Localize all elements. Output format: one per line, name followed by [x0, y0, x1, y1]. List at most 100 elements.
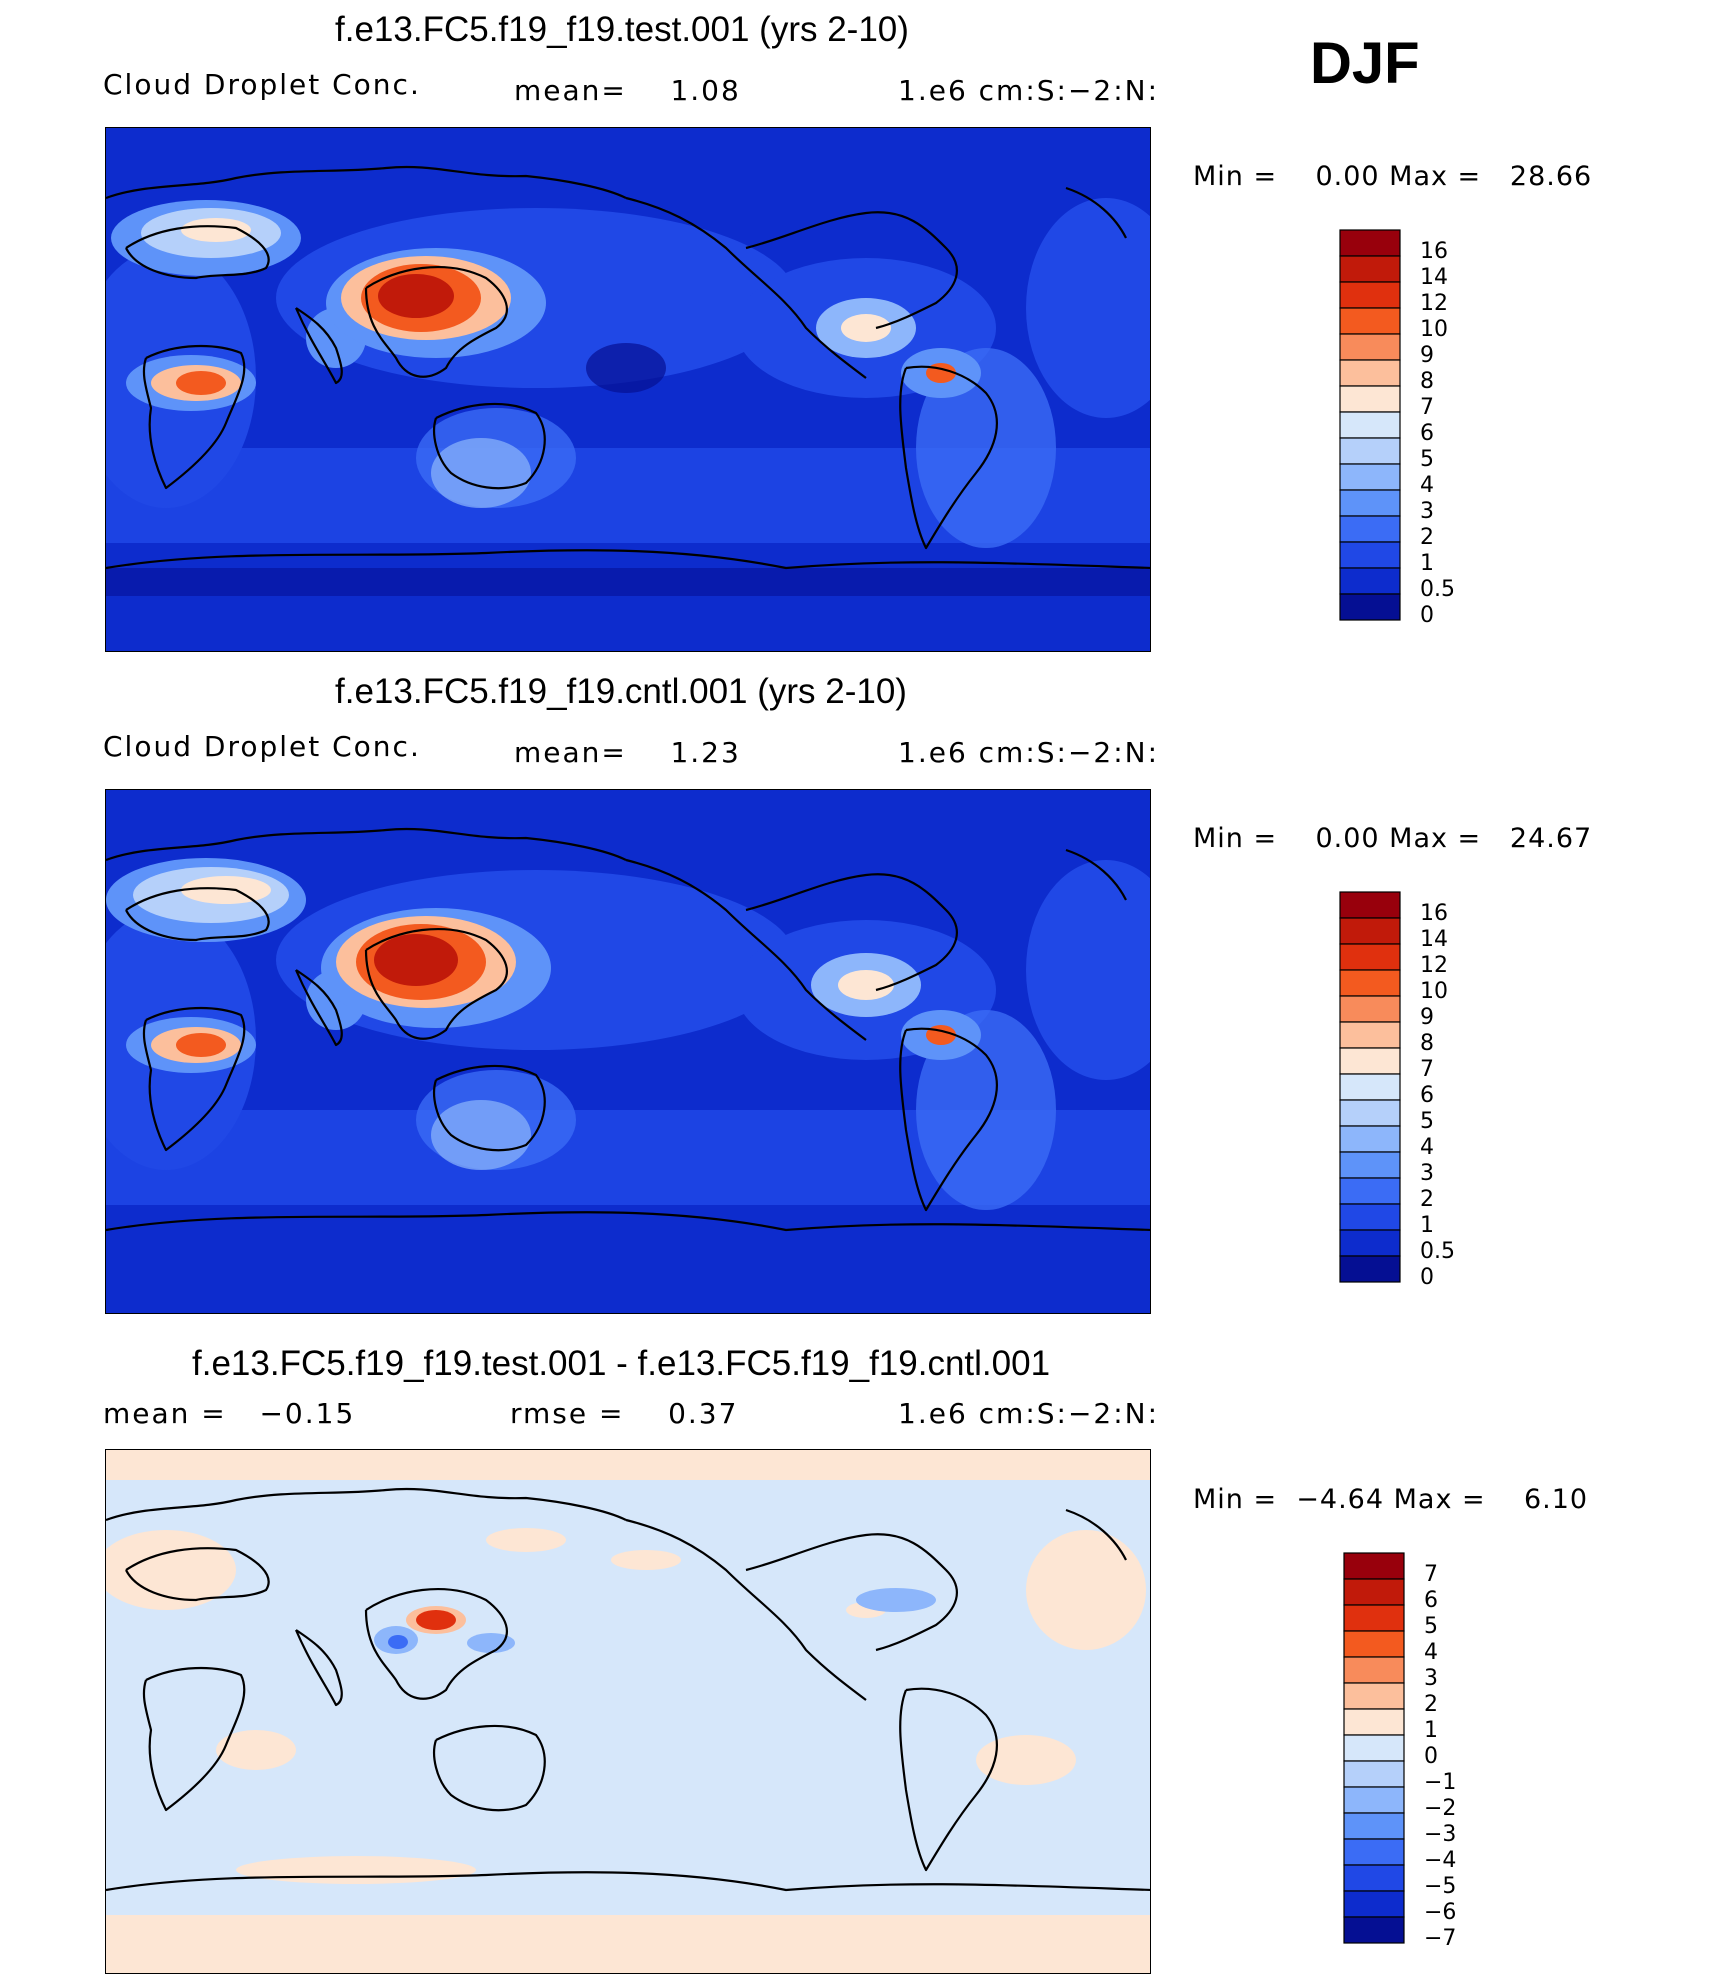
colorbar-tick-label: 6 [1424, 1588, 1438, 1613]
panel-1-title: f.e13.FC5.f19_f19.test.001 (yrs 2-10) [335, 10, 909, 49]
colorbar-tick-label: −6 [1424, 1900, 1456, 1925]
colorbar-tick-label: −5 [1424, 1874, 1456, 1899]
panel-1-colorbar: 16 14 12 10 9 8 7 6 5 4 3 2 1 0.5 0 [1339, 229, 1640, 650]
colorbar-swatch [1343, 1578, 1405, 1606]
panel-3-mean-label: mean = −0.15 [103, 1397, 356, 1430]
colorbar-tick-label: 7 [1420, 395, 1434, 420]
colorbar-tick-label: 4 [1420, 1135, 1434, 1160]
season-label: DJF [1310, 31, 1420, 96]
colorbar-tick-label: 0.5 [1420, 577, 1455, 602]
colorbar-swatch [1339, 567, 1401, 595]
panel-2-variable-label: Cloud Droplet Conc. [103, 730, 421, 763]
colorbar-tick-label: 2 [1420, 1187, 1434, 1212]
colorbar-swatch [1339, 229, 1401, 257]
panel-1-map [105, 127, 1151, 652]
colorbar-swatch [1339, 489, 1401, 517]
colorbar-swatch [1339, 541, 1401, 569]
colorbar-tick-label: 5 [1424, 1614, 1438, 1639]
panel-1-variable-label: Cloud Droplet Conc. [103, 68, 421, 101]
colorbar-tick-label: 10 [1420, 317, 1448, 342]
panel-1-mean-label: mean= 1.08 [514, 74, 741, 107]
panel-2-title: f.e13.FC5.f19_f19.cntl.001 (yrs 2-10) [335, 672, 907, 711]
panel-2-units-label: 1.e6 cm:S:−2:N: [898, 736, 1160, 769]
colorbar-swatch [1343, 1734, 1405, 1762]
panel-3-colorbar: 7 6 5 4 3 2 1 0 −1 −2 −3 −4 −5 −6 −7 [1343, 1552, 1644, 1973]
colorbar-tick-label: 4 [1420, 473, 1434, 498]
colorbar-tick-label: −4 [1424, 1848, 1456, 1873]
panel-3-rmse-label: rmse = 0.37 [510, 1397, 739, 1430]
colorbar-swatch [1339, 969, 1401, 997]
colorbar-tick-label: 7 [1420, 1057, 1434, 1082]
colorbar-swatch [1343, 1838, 1405, 1866]
panel-1-units-label: 1.e6 cm:S:−2:N: [898, 74, 1160, 107]
panel-3-map [105, 1449, 1151, 1974]
colorbar-swatch [1339, 917, 1401, 945]
colorbar-tick-label: 0 [1424, 1744, 1438, 1769]
colorbar-swatch [1343, 1630, 1405, 1658]
colorbar-swatch [1339, 333, 1401, 361]
colorbar-swatch [1339, 1125, 1401, 1153]
colorbar-tick-label: 2 [1424, 1692, 1438, 1717]
colorbar-swatch [1339, 1229, 1401, 1257]
colorbar-swatch [1339, 307, 1401, 335]
colorbar-tick-label: −2 [1424, 1796, 1456, 1821]
colorbar-swatch [1343, 1864, 1405, 1892]
colorbar-tick-label: 6 [1420, 421, 1434, 446]
colorbar-swatch [1339, 255, 1401, 283]
colorbar-swatch [1339, 1255, 1401, 1283]
colorbar-tick-label: 9 [1420, 343, 1434, 368]
colorbar-tick-label: 3 [1420, 499, 1434, 524]
colorbar-tick-label: 2 [1420, 525, 1434, 550]
colorbar-tick-label: 1 [1420, 551, 1434, 576]
panel-3-minmax: Min = −4.64 Max = 6.10 [1193, 1484, 1589, 1515]
colorbar-swatch [1339, 463, 1401, 491]
colorbar-swatch [1343, 1890, 1405, 1918]
colorbar-tick-label: 5 [1420, 1109, 1434, 1134]
colorbar-swatch [1343, 1552, 1405, 1580]
colorbar-tick-label: −7 [1424, 1926, 1456, 1951]
colorbar-swatch [1339, 995, 1401, 1023]
colorbar-tick-label: −3 [1424, 1822, 1456, 1847]
colorbar-swatch [1339, 281, 1401, 309]
colorbar-tick-label: 0 [1420, 1265, 1434, 1290]
colorbar-tick-label: 1 [1420, 1213, 1434, 1238]
colorbar-swatch [1339, 1021, 1401, 1049]
colorbar-tick-label: 8 [1420, 369, 1434, 394]
colorbar-tick-label: 16 [1420, 239, 1448, 264]
colorbar-tick-label: 1 [1424, 1718, 1438, 1743]
colorbar-tick-label: 3 [1424, 1666, 1438, 1691]
colorbar-tick-label: 14 [1420, 265, 1448, 290]
colorbar-tick-label: 7 [1424, 1562, 1438, 1587]
colorbar-swatch [1339, 593, 1401, 621]
colorbar-tick-label: 3 [1420, 1161, 1434, 1186]
colorbar-swatch [1339, 1073, 1401, 1101]
panel-1-minmax: Min = 0.00 Max = 28.66 [1193, 161, 1593, 192]
colorbar-tick-label: 0.5 [1420, 1239, 1455, 1264]
colorbar-tick-label: 8 [1420, 1031, 1434, 1056]
colorbar-tick-label: 0 [1420, 603, 1434, 628]
colorbar-tick-label: −1 [1424, 1770, 1456, 1795]
colorbar-tick-label: 14 [1420, 927, 1448, 952]
panel-3-units-label: 1.e6 cm:S:−2:N: [898, 1397, 1160, 1430]
colorbar-tick-label: 12 [1420, 953, 1448, 978]
colorbar-swatch [1339, 1177, 1401, 1205]
panel-3-title: f.e13.FC5.f19_f19.test.001 - f.e13.FC5.f… [192, 1344, 1051, 1383]
colorbar-swatch [1343, 1812, 1405, 1840]
colorbar-tick-label: 9 [1420, 1005, 1434, 1030]
colorbar-swatch [1339, 437, 1401, 465]
colorbar-swatch [1339, 1151, 1401, 1179]
colorbar-tick-label: 10 [1420, 979, 1448, 1004]
panel-2-minmax: Min = 0.00 Max = 24.67 [1193, 823, 1593, 854]
colorbar-swatch [1339, 891, 1401, 919]
colorbar-swatch [1343, 1604, 1405, 1632]
colorbar-swatch [1339, 1203, 1401, 1231]
colorbar-swatch [1343, 1708, 1405, 1736]
colorbar-swatch [1339, 385, 1401, 413]
colorbar-swatch [1343, 1682, 1405, 1710]
colorbar-tick-label: 4 [1424, 1640, 1438, 1665]
colorbar-tick-label: 5 [1420, 447, 1434, 472]
panel-2-mean-label: mean= 1.23 [514, 736, 741, 769]
colorbar-swatch [1339, 1099, 1401, 1127]
